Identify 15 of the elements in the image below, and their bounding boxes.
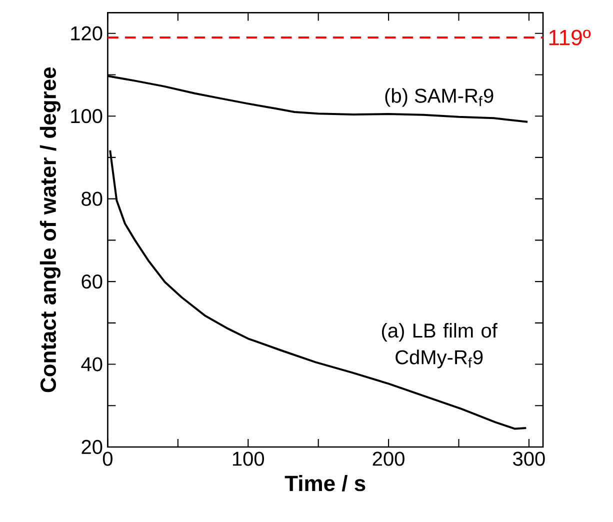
x-tick-label: 100	[232, 452, 264, 466]
x-axis-title: Time / s	[284, 475, 366, 492]
y-tick-label: 20	[82, 440, 102, 454]
x-tick-label: 0	[102, 452, 112, 466]
y-axis-title: Contact angle of water / degree	[40, 67, 60, 392]
series-label: (a) LB film of CdMy-R$_{f}$9	[382, 323, 498, 368]
y-tick-label: 80	[82, 192, 102, 206]
y-tick-label: 40	[81, 357, 102, 372]
y-tick-label: 100	[71, 109, 102, 124]
y-tick-label: 60	[82, 274, 102, 289]
ref-line-label: 119º	[549, 30, 591, 46]
y-tick-label: 120	[71, 26, 102, 40]
x-tick-label: 200	[372, 452, 404, 466]
series-label: (b) SAM-R$_{f}$9	[385, 88, 494, 107]
x-tick-label: 300	[513, 452, 545, 466]
